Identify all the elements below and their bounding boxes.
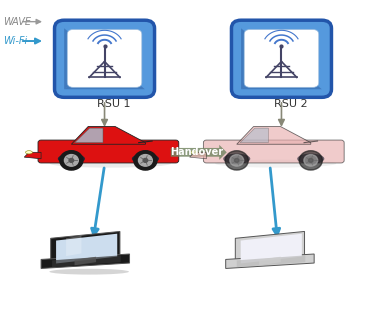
FancyBboxPatch shape — [54, 20, 154, 97]
Circle shape — [234, 158, 239, 162]
FancyBboxPatch shape — [244, 29, 319, 87]
Ellipse shape — [132, 154, 159, 164]
Polygon shape — [259, 257, 281, 265]
Polygon shape — [24, 152, 41, 159]
Circle shape — [308, 158, 313, 162]
Circle shape — [299, 151, 322, 170]
FancyBboxPatch shape — [232, 20, 332, 97]
Text: Handover: Handover — [170, 147, 223, 157]
Ellipse shape — [215, 160, 336, 168]
Polygon shape — [241, 85, 322, 89]
FancyBboxPatch shape — [67, 29, 142, 87]
Ellipse shape — [191, 151, 198, 154]
Polygon shape — [41, 254, 130, 269]
Circle shape — [60, 151, 83, 170]
Polygon shape — [235, 231, 305, 266]
Polygon shape — [66, 236, 81, 256]
Ellipse shape — [50, 160, 171, 168]
Polygon shape — [74, 257, 96, 265]
Circle shape — [225, 151, 248, 170]
Text: Wi-Fi: Wi-Fi — [3, 36, 27, 46]
Polygon shape — [51, 231, 120, 266]
Polygon shape — [241, 234, 302, 263]
Polygon shape — [64, 28, 69, 89]
Text: RSU 1: RSU 1 — [97, 99, 131, 109]
Ellipse shape — [223, 154, 250, 164]
Polygon shape — [241, 28, 246, 89]
Polygon shape — [75, 128, 103, 143]
Polygon shape — [237, 255, 305, 267]
Circle shape — [69, 158, 74, 162]
Ellipse shape — [58, 154, 85, 164]
Polygon shape — [52, 255, 121, 267]
Circle shape — [143, 158, 148, 162]
Polygon shape — [240, 128, 268, 143]
Polygon shape — [190, 152, 207, 159]
FancyBboxPatch shape — [38, 140, 179, 163]
Polygon shape — [226, 254, 314, 269]
Polygon shape — [56, 234, 117, 263]
Polygon shape — [71, 126, 146, 144]
Polygon shape — [64, 85, 145, 89]
Ellipse shape — [297, 154, 324, 164]
FancyBboxPatch shape — [203, 140, 344, 163]
Circle shape — [230, 155, 244, 166]
Ellipse shape — [49, 269, 129, 275]
Ellipse shape — [25, 151, 32, 154]
Circle shape — [134, 151, 157, 170]
Circle shape — [64, 155, 78, 166]
Text: RSU 2: RSU 2 — [274, 99, 308, 109]
Circle shape — [139, 155, 152, 166]
Polygon shape — [237, 126, 311, 144]
Circle shape — [304, 155, 318, 166]
Text: WAVE: WAVE — [3, 17, 30, 27]
